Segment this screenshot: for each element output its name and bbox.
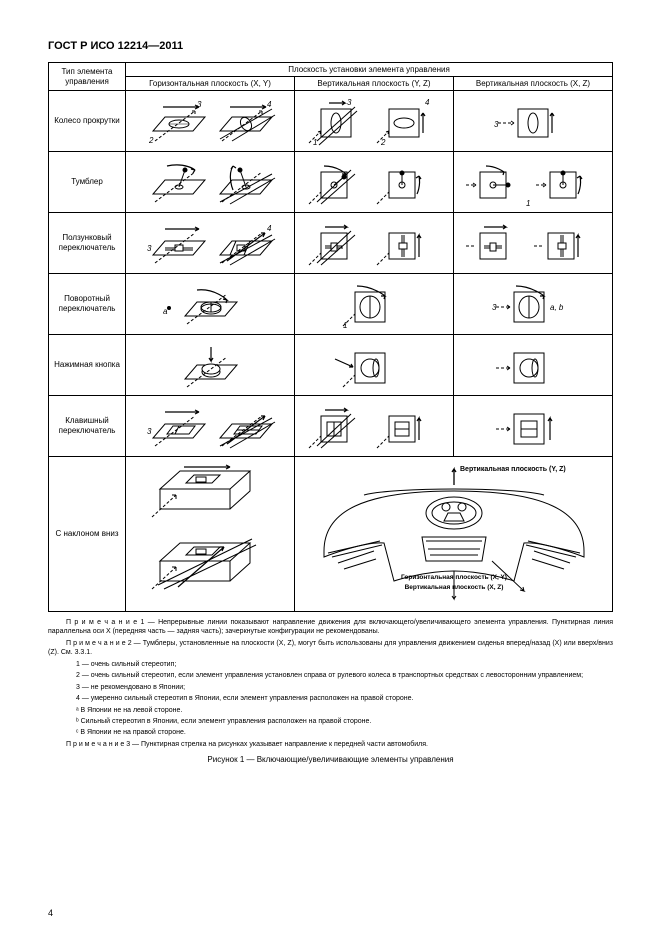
note-3: П р и м е ч а н и е 3 — Пунктирная стрел… xyxy=(48,740,613,749)
svg-text:Вертикальная плоскость (X, Z): Вертикальная плоскость (X, Z) xyxy=(404,584,503,591)
svg-text:2: 2 xyxy=(148,136,154,145)
th-xy: Горизонтальная плоскость (X, Y) xyxy=(126,77,295,91)
th-plane: Плоскость установки элемента управления xyxy=(126,63,613,77)
note-2-2: 2 — очень сильный стереотип, если элемен… xyxy=(48,671,613,680)
note-2-4: 4 — умеренно сильный стереотип в Японии,… xyxy=(48,694,613,703)
diagram-rocker-xz xyxy=(453,396,612,457)
note-2-c: ᶜ В Японии не на правой стороне. xyxy=(48,728,613,737)
svg-text:3: 3 xyxy=(197,100,202,109)
diagram-slider-xy: 3 4 xyxy=(126,213,295,274)
diagram-rotary-xz: 3 a, b xyxy=(453,274,612,335)
svg-text:1: 1 xyxy=(526,199,530,208)
note-2-b: ᵇ Сильный стереотип в Японии, если элеме… xyxy=(48,717,613,726)
diagram-push-xy xyxy=(126,335,295,396)
row-label: Нажимная кнопка xyxy=(49,335,126,396)
th-xz: Вертикальная плоскость (X, Z) xyxy=(453,77,612,91)
row-label: Поворотный переключатель xyxy=(49,274,126,335)
diagram-scroll-xz: 3 xyxy=(453,91,612,152)
row-label: Тумблер xyxy=(49,152,126,213)
svg-text:2: 2 xyxy=(380,138,386,147)
note-2: П р и м е ч а н и е 2 — Тумблеры, устано… xyxy=(48,639,613,658)
svg-text:Горизонтальная плоскость (X, Y: Горизонтальная плоскость (X, Y) xyxy=(401,574,507,581)
diagram-push-yz xyxy=(295,335,454,396)
diagram-tilt-dashboard: Вертикальная плоскость (Y, Z) Горизонтал… xyxy=(295,457,613,612)
page-number: 4 xyxy=(48,908,53,918)
diagram-push-xz xyxy=(453,335,612,396)
row-label: Ползунковый переключатель xyxy=(49,213,126,274)
diagram-scroll-yz: 1 3 2 4 xyxy=(295,91,454,152)
diagram-tilt-xy xyxy=(126,457,295,612)
svg-text:4: 4 xyxy=(267,224,272,233)
row-label: Колесо прокрутки xyxy=(49,91,126,152)
table-row: Клавишный переключатель xyxy=(49,396,613,457)
diagram-rotary-yz: 1 xyxy=(295,274,454,335)
svg-text:4: 4 xyxy=(267,100,272,109)
controls-table: Тип элемента управления Плоскость устано… xyxy=(48,62,613,612)
table-row: Ползунковый переключатель xyxy=(49,213,613,274)
table-row: Тумблер xyxy=(49,152,613,213)
diagram-toggle-xy xyxy=(126,152,295,213)
table-row: С наклоном вниз xyxy=(49,457,613,612)
note-1: П р и м е ч а н и е 1 — Непрерывные лини… xyxy=(48,618,613,637)
svg-text:3: 3 xyxy=(347,98,352,107)
note-2-3: 3 — не рекомендовано в Японии; xyxy=(48,683,613,692)
th-yz: Вертикальная плоскость (Y, Z) xyxy=(295,77,454,91)
figure-caption: Рисунок 1 — Включающие/увеличивающие эле… xyxy=(48,755,613,764)
page: ГОСТ Р ИСО 12214—2011 Тип элемента управ… xyxy=(0,0,661,936)
row-label: Клавишный переключатель xyxy=(49,396,126,457)
note-2-a: ᵃ В Японии не на левой стороне. xyxy=(48,706,613,715)
row-label: С наклоном вниз xyxy=(49,457,126,612)
diagram-rocker-xy: 3 xyxy=(126,396,295,457)
note-2-1: 1 — очень сильный стереотип; xyxy=(48,660,613,669)
svg-text:a, b: a, b xyxy=(550,303,564,312)
table-row: Поворотный переключатель a xyxy=(49,274,613,335)
notes-block: П р и м е ч а н и е 1 — Непрерывные лини… xyxy=(48,618,613,749)
svg-text:3: 3 xyxy=(147,427,152,436)
diagram-slider-xz xyxy=(453,213,612,274)
diagram-slider-yz xyxy=(295,213,454,274)
svg-text:3: 3 xyxy=(494,120,499,129)
svg-text:3: 3 xyxy=(492,303,497,312)
table-row: Колесо прокрутки xyxy=(49,91,613,152)
diagram-rotary-xy: a xyxy=(126,274,295,335)
svg-text:1: 1 xyxy=(313,138,317,147)
diagram-toggle-xz: 1 xyxy=(453,152,612,213)
diagram-rocker-yz xyxy=(295,396,454,457)
document-header: ГОСТ Р ИСО 12214—2011 xyxy=(48,40,613,52)
svg-text:4: 4 xyxy=(425,98,430,107)
svg-text:Вертикальная плоскость (Y, Z): Вертикальная плоскость (Y, Z) xyxy=(460,466,566,473)
diagram-toggle-yz xyxy=(295,152,454,213)
diagram-scroll-xy: 2 3 4 xyxy=(126,91,295,152)
svg-text:3: 3 xyxy=(147,244,152,253)
svg-text:a: a xyxy=(163,307,168,316)
svg-text:1: 1 xyxy=(343,321,347,330)
th-type: Тип элемента управления xyxy=(49,63,126,91)
table-row: Нажимная кнопка xyxy=(49,335,613,396)
